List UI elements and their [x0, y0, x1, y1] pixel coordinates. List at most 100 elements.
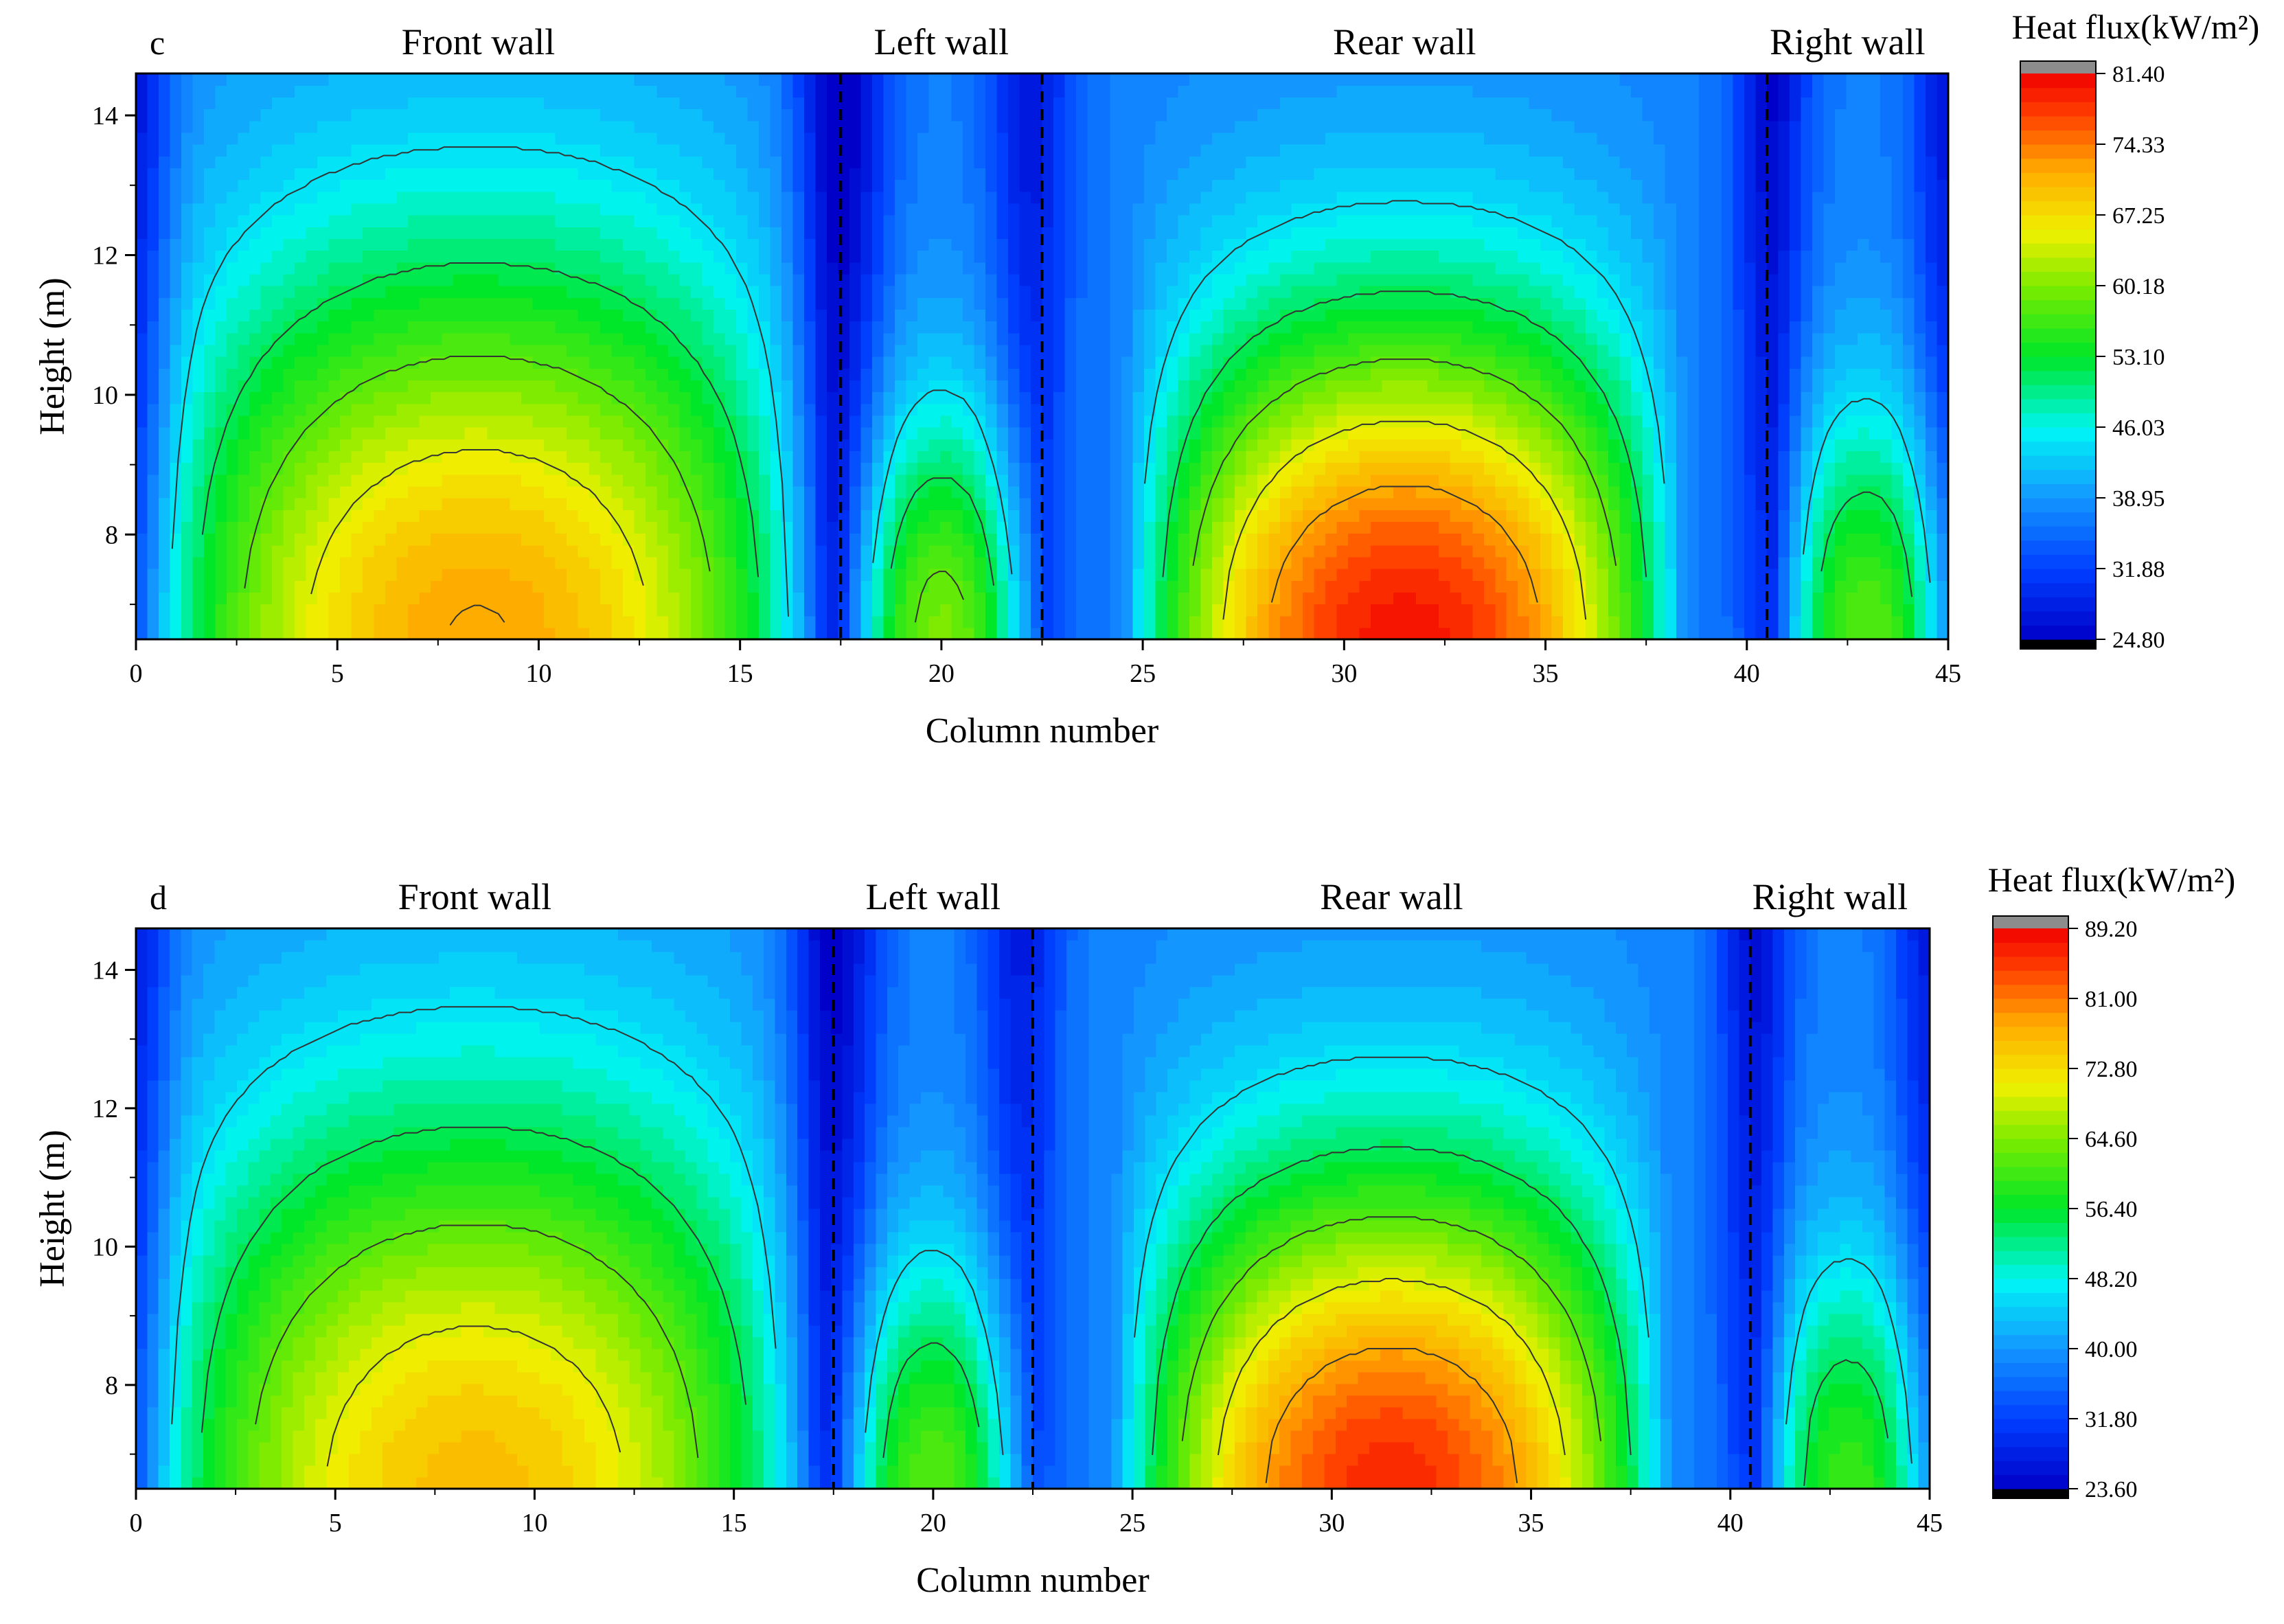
heatmap-cell — [612, 345, 624, 357]
heatmap-cell — [1144, 238, 1156, 251]
heatmap-cell — [1076, 427, 1088, 439]
heatmap-cell — [499, 545, 510, 558]
heatmap-cell — [159, 534, 170, 546]
heatmap-cell — [249, 238, 261, 251]
heatmap-cell — [1268, 510, 1280, 522]
heatmap-cell — [544, 604, 556, 617]
heatmap-cell — [544, 274, 556, 286]
heatmap-cell — [521, 557, 533, 569]
heatmap-cell — [1099, 251, 1110, 263]
heatmap-cell — [363, 415, 374, 428]
heatmap-cell — [487, 450, 499, 463]
heatmap-cell — [974, 203, 986, 216]
heatmap-cell — [159, 368, 170, 380]
heatmap-cell — [464, 498, 476, 510]
heatmap-cell — [295, 144, 306, 157]
heatmap-cell — [555, 85, 567, 98]
heatmap-cell — [1110, 97, 1121, 109]
heatmap-cell — [1132, 569, 1144, 581]
heatmap-cell — [1008, 616, 1020, 628]
heatmap-cell — [917, 345, 929, 357]
heatmap-cell — [600, 569, 612, 581]
heatmap-cell — [1212, 274, 1224, 286]
heatmap-cell — [657, 73, 669, 86]
heatmap-cell — [1291, 286, 1303, 298]
heatmap-cell — [1053, 262, 1065, 275]
heatmap-cell — [159, 628, 170, 640]
heatmap-cell — [1257, 215, 1269, 227]
heatmap-cell — [884, 345, 895, 357]
heatmap-cell — [1042, 73, 1054, 86]
heatmap-cell — [317, 85, 329, 98]
heatmap-cell — [1053, 109, 1065, 122]
heatmap-cell — [906, 521, 918, 534]
heatmap-cell — [283, 297, 295, 310]
heatmap-cell — [476, 109, 488, 122]
heatmap-cell — [1087, 156, 1099, 168]
heatmap-cell — [940, 498, 952, 510]
heatmap-cell — [1110, 380, 1121, 392]
heatmap-cell — [680, 133, 692, 145]
heatmap-cell — [532, 215, 544, 227]
heatmap-cell — [589, 192, 601, 204]
heatmap-cell — [793, 439, 805, 451]
heatmap-cell — [170, 85, 181, 98]
heatmap-cell — [1257, 274, 1269, 286]
heatmap-cell — [340, 545, 352, 558]
heatmap-cell — [589, 180, 601, 192]
heatmap-cell — [1053, 368, 1065, 380]
heatmap-cell — [283, 227, 295, 239]
heatmap-cell — [442, 474, 453, 487]
heatmap-cell — [1087, 392, 1099, 404]
heatmap-cell — [147, 274, 159, 286]
heatmap-cell — [1132, 439, 1144, 451]
heatmap-cell — [272, 133, 284, 145]
heatmap-cell — [612, 463, 624, 475]
heatmap-cell — [725, 380, 737, 392]
heatmap-cell — [713, 498, 725, 510]
heatmap-cell — [181, 604, 193, 617]
heatmap-cell — [1291, 297, 1303, 310]
heatmap-cell — [963, 73, 974, 86]
heatmap-cell — [408, 569, 420, 581]
heatmap-cell — [159, 274, 170, 286]
heatmap-cell — [657, 262, 669, 275]
heatmap-cell — [646, 251, 657, 263]
heatmap-cell — [804, 592, 816, 604]
heatmap-cell — [385, 309, 397, 321]
heatmap-cell — [317, 156, 329, 168]
heatmap-cell — [487, 156, 499, 168]
heatmap-cell — [1064, 274, 1076, 286]
heatmap-cell — [1042, 262, 1054, 275]
heatmap-cell — [1008, 274, 1020, 286]
heatmap-cell — [940, 73, 952, 86]
heatmap-cell — [963, 356, 974, 369]
heatmap-cell — [555, 144, 567, 157]
heatmap-cell — [431, 168, 442, 180]
heatmap-cell — [351, 450, 363, 463]
heatmap-cell — [872, 404, 884, 416]
heatmap-cell — [249, 628, 261, 640]
heatmap-cell — [997, 569, 1009, 581]
heatmap-cell — [204, 133, 216, 145]
heatmap-cell — [340, 97, 352, 109]
heatmap-cell — [476, 262, 488, 275]
heatmap-cell — [1132, 415, 1144, 428]
heatmap-cell — [306, 333, 317, 345]
heatmap-cell — [1042, 192, 1054, 204]
heatmap-cell — [476, 628, 488, 640]
heatmap-cell — [1167, 404, 1178, 416]
heatmap-cell — [703, 569, 714, 581]
heatmap-cell — [703, 286, 714, 298]
heatmap-cell — [136, 450, 148, 463]
heatmap-cell — [985, 415, 997, 428]
heatmap-cell — [1303, 168, 1314, 180]
heatmap-cell — [306, 227, 317, 239]
heatmap-cell — [351, 604, 363, 617]
heatmap-cell — [646, 580, 657, 593]
heatmap-cell — [317, 121, 329, 133]
heatmap-cell — [295, 569, 306, 581]
heatmap-cell — [1144, 450, 1156, 463]
heatmap-cell — [374, 356, 385, 369]
heatmap-cell — [963, 628, 974, 640]
